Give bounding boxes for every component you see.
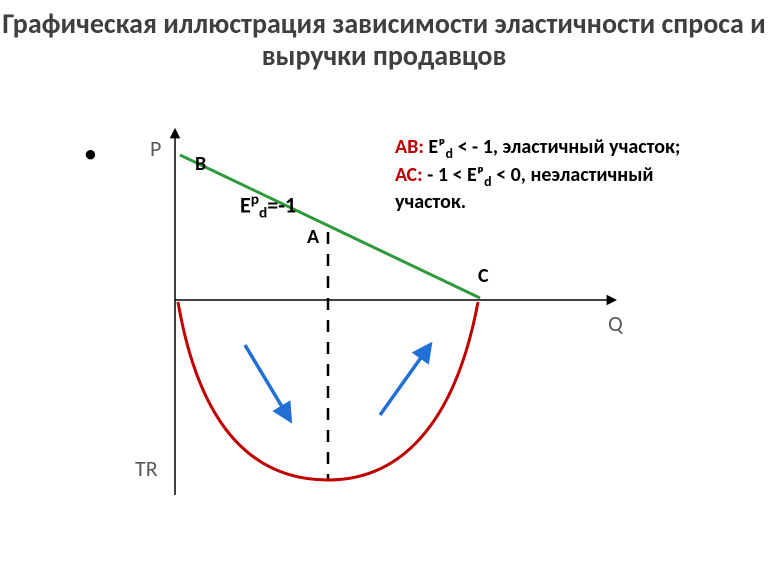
q-axis-label: Q — [608, 310, 623, 337]
slide: { "title": { "text": "Графическая иллюст… — [0, 0, 768, 576]
diagram-svg — [0, 0, 768, 576]
ep-sup: p — [251, 190, 259, 209]
blue-arrow-right — [380, 345, 430, 415]
ep-tail: =-1 — [267, 191, 296, 218]
tr-axis-label: TR — [135, 455, 158, 482]
ep-pre: E — [240, 191, 251, 218]
point-b-label: B — [195, 152, 206, 176]
point-c-label: C — [478, 264, 489, 288]
p-axis-label: P — [150, 135, 161, 162]
demand-line — [180, 155, 480, 298]
blue-arrow-left — [245, 345, 290, 420]
point-a-label: A — [307, 225, 319, 249]
ep-equals-label: Epd=-1 — [240, 190, 296, 223]
